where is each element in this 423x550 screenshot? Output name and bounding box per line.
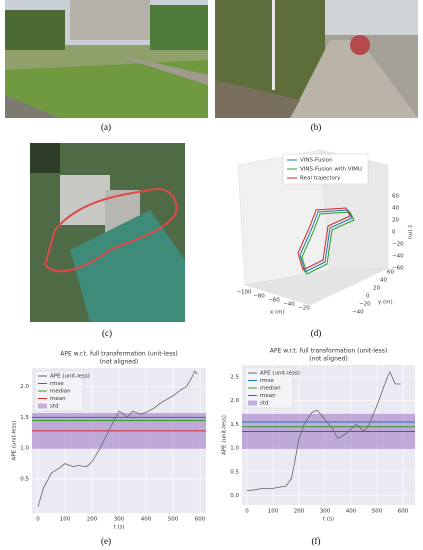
x-tick-label: 200: [294, 509, 305, 515]
panel-label: (c): [102, 328, 112, 338]
legend-entry: median: [260, 386, 281, 392]
z-tick-label: −60: [392, 266, 404, 272]
panel-label: (f): [312, 536, 321, 546]
y-tick-label: 2.5: [230, 374, 239, 380]
legend-entry: std: [260, 401, 269, 407]
x-tick-label: 500: [168, 517, 179, 523]
x-axis-label: t (s): [323, 517, 334, 523]
legend-entry: APE (unit-less): [50, 374, 90, 380]
chart-title: APE w.r.t. full transformation (unit-les…: [60, 351, 177, 358]
y-axis-label: y (m): [378, 300, 393, 306]
legend-entry: rmse: [50, 381, 64, 387]
y-tick-label: 60: [387, 270, 394, 276]
legend-entry: mean: [50, 396, 66, 402]
x-tick-label: 300: [320, 509, 331, 515]
x-tick-label: 200: [87, 517, 98, 523]
x-tick-label: −40: [283, 302, 295, 308]
y-tick-label: 1.0: [230, 446, 239, 452]
y-axis-label: APE (unit-less): [222, 415, 228, 455]
chart-subtitle: (not aligned): [309, 356, 348, 363]
x-axis-label: t (s): [113, 525, 124, 531]
x-tick-label: 600: [398, 509, 409, 515]
x-tick-label: 100: [60, 517, 71, 523]
x-tick-label: −100: [236, 290, 252, 296]
x-tick-label: 600: [195, 517, 206, 523]
photo-a: [5, 0, 208, 118]
panel-label: (e): [101, 536, 111, 546]
x-tick-label: 0: [36, 517, 40, 523]
y-tick-label: 1.5: [20, 415, 29, 421]
x-tick-label: 300: [114, 517, 125, 523]
x-tick-label: 400: [141, 517, 152, 523]
legend-swatch: [248, 400, 257, 406]
y-tick-label: 0.5: [20, 477, 29, 483]
z-tick-label: −40: [392, 254, 404, 260]
x-tick-label: 0: [245, 509, 249, 515]
y-tick-label: 2.0: [20, 384, 29, 390]
x-tick-label: −20: [298, 306, 310, 312]
y-tick-label: −40: [352, 310, 364, 316]
legend-entry: mean: [260, 393, 276, 399]
chart-subtitle: (not aligned): [100, 359, 139, 366]
z-tick-label: −20: [392, 242, 404, 248]
y-tick-label: 2.0: [230, 398, 239, 404]
legend-entry: APE (unit-less): [260, 371, 300, 377]
y-tick-label: 0: [366, 294, 370, 300]
z-axis-label: z (m): [407, 225, 413, 239]
panel-label: (b): [311, 122, 322, 132]
z-tick-label: 40: [392, 206, 399, 212]
x-axis-label: x (m): [270, 310, 285, 316]
legend-entry: median: [50, 389, 71, 395]
panel-label: (a): [101, 122, 111, 132]
y-axis-label: APE (unit-less): [12, 421, 18, 461]
legend-swatch: [38, 403, 47, 409]
legend-entry: std: [50, 404, 59, 410]
photo-c: [30, 143, 185, 322]
legend-entry: rmse: [260, 378, 274, 384]
x-tick-label: 500: [372, 509, 383, 515]
y-tick-label: 1.5: [230, 422, 239, 428]
panel-label: (d): [311, 328, 322, 338]
chart-title: APE w.r.t. full transformation (unit-les…: [270, 348, 387, 355]
y-tick-label: 40: [380, 278, 387, 284]
z-tick-label: 20: [392, 218, 399, 224]
data-line: [246, 371, 401, 492]
x-tick-label: −80: [253, 294, 265, 300]
y-tick-label: 20: [373, 286, 380, 292]
data-line: [37, 370, 198, 507]
x-tick-label: 400: [346, 509, 357, 515]
legend-entry: VINS-Fusion with VIMU: [300, 167, 362, 173]
legend-entry: Real trajectory: [300, 176, 341, 182]
y-tick-label: 0.5: [230, 469, 239, 475]
photo-b: [215, 0, 418, 118]
x-tick-label: −60: [268, 298, 280, 304]
legend-entry: VINS-Fusion: [300, 158, 333, 164]
plot-3d: VINS-Fusion VINS-Fusion with VIMU Real t…: [237, 149, 413, 316]
y-tick-label: 1.0: [20, 446, 29, 452]
x-tick-label: 100: [268, 509, 279, 515]
y-tick-label: −20: [359, 302, 371, 308]
z-tick-label: 60: [392, 194, 399, 200]
y-tick-label: 0.0: [230, 493, 239, 499]
z-tick-label: 0: [392, 230, 396, 236]
